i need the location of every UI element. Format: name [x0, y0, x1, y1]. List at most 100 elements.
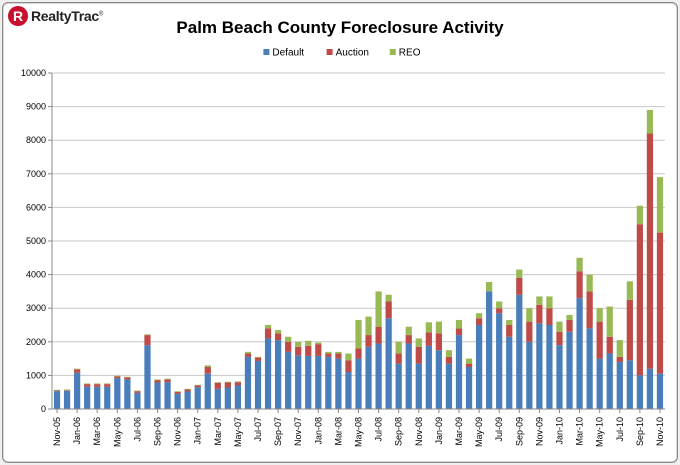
y-tick-label: 0	[41, 404, 46, 414]
bar-auction-apr-07	[224, 382, 231, 388]
bar-auction-jan-06	[74, 369, 81, 373]
bar-reo-apr-09	[465, 358, 473, 364]
y-tick-label: 6000	[26, 202, 46, 212]
legend-label-auction: Auction	[336, 48, 369, 59]
bar-auction-nov-05	[53, 390, 61, 392]
bar-default-nov-05	[53, 391, 61, 409]
bar-reo-dec-05	[63, 389, 71, 391]
x-tick-label: Jul-09	[494, 417, 504, 442]
bar-default-aug-09	[506, 336, 513, 409]
x-tick-label: Sep-09	[514, 417, 524, 446]
bar-auction-feb-06	[84, 384, 91, 387]
bar-reo-nov-10	[656, 177, 664, 233]
bar-reo-mar-08	[335, 351, 342, 354]
bar-default-jun-10	[606, 353, 613, 409]
x-tick-label: May-07	[233, 417, 243, 447]
bar-default-jan-10	[556, 345, 563, 409]
bar-default-jan-09	[435, 350, 443, 409]
bar-default-jan-06	[74, 372, 81, 409]
bar-auction-jan-09	[435, 333, 443, 351]
bar-default-mar-09	[455, 335, 463, 409]
bar-reo-sep-07	[274, 330, 282, 334]
bar-auction-aug-10	[626, 299, 633, 361]
bar-default-feb-10	[566, 331, 573, 409]
bar-auction-oct-07	[285, 341, 292, 352]
bar-reo-oct-08	[405, 326, 412, 336]
y-tick-label: 10000	[21, 68, 46, 78]
bar-reo-oct-10	[646, 109, 654, 134]
bar-reo-aug-10	[626, 281, 633, 300]
x-tick-label: May-10	[595, 417, 605, 447]
bar-auction-apr-10	[586, 291, 593, 329]
bar-reo-nov-09	[536, 296, 543, 305]
legend-label-reo: REO	[399, 48, 421, 59]
bar-auction-sep-06	[154, 380, 161, 383]
legend-swatch-auction	[326, 49, 333, 55]
bar-auction-aug-07	[264, 328, 272, 339]
bar-auction-nov-08	[415, 346, 422, 364]
bar-default-aug-08	[385, 318, 392, 409]
bar-default-jul-07	[254, 360, 262, 409]
bar-reo-aug-07	[264, 325, 272, 329]
y-tick-label: 9000	[26, 102, 46, 112]
bar-default-sep-09	[516, 294, 523, 409]
bar-reo-sep-09	[516, 269, 523, 278]
bar-auction-may-07	[234, 382, 242, 386]
bar-auction-sep-09	[516, 277, 523, 295]
chart-legend: Default Auction REO	[263, 48, 421, 59]
bar-default-jul-06	[134, 392, 141, 409]
x-tick-label: Nov-07	[293, 417, 303, 446]
chart-bars	[53, 109, 664, 409]
bar-reo-apr-08	[345, 353, 352, 361]
bar-default-mar-06	[94, 386, 101, 409]
bar-default-feb-08	[325, 356, 332, 409]
bar-reo-jan-06	[74, 368, 81, 370]
x-tick-label: Nov-05	[52, 417, 62, 446]
bar-auction-may-08	[355, 348, 362, 359]
bar-reo-sep-10	[636, 205, 643, 225]
bar-auction-jun-07	[244, 353, 252, 357]
legend-label-default: Default	[272, 48, 304, 59]
bar-auction-may-09	[475, 318, 483, 325]
bar-default-oct-08	[405, 343, 412, 409]
bar-auction-apr-06	[104, 384, 111, 387]
chart-title: Palm Beach County Foreclosure Activity	[176, 18, 504, 37]
bar-default-may-07	[234, 385, 242, 409]
bar-default-may-09	[475, 325, 483, 409]
bar-reo-dec-07	[305, 340, 312, 346]
bar-default-jun-07	[244, 356, 252, 409]
bar-reo-jan-10	[556, 321, 563, 332]
bar-default-nov-07	[295, 355, 302, 409]
bar-auction-oct-10	[646, 133, 654, 369]
bar-auction-oct-08	[405, 335, 412, 344]
bar-reo-nov-06	[174, 391, 181, 392]
bar-auction-mar-08	[335, 353, 342, 359]
y-tick-label: 4000	[26, 270, 46, 280]
x-tick-label: Sep-06	[153, 417, 163, 446]
bar-default-jun-09	[486, 291, 493, 409]
bar-reo-mar-09	[455, 319, 463, 329]
bar-auction-jul-10	[616, 356, 623, 362]
bar-default-sep-08	[395, 363, 402, 409]
bar-auction-dec-08	[425, 332, 432, 346]
bar-auction-aug-06	[144, 335, 151, 346]
bar-default-oct-06	[164, 382, 171, 409]
bar-reo-aug-06	[144, 334, 151, 336]
bar-default-jan-08	[315, 355, 322, 409]
legend-swatch-reo	[389, 49, 396, 55]
x-tick-label: Jan-08	[313, 417, 323, 445]
bar-reo-jun-06	[124, 376, 131, 378]
bar-reo-jul-10	[616, 340, 623, 357]
bar-default-oct-09	[526, 341, 533, 409]
bar-auction-aug-09	[506, 325, 513, 337]
x-tick-label: May-06	[112, 417, 122, 447]
bar-reo-oct-06	[164, 378, 171, 380]
bar-reo-nov-07	[295, 341, 302, 347]
bar-default-mar-08	[335, 358, 342, 409]
bar-default-aug-06	[144, 345, 151, 409]
bar-auction-jan-10	[556, 331, 563, 346]
bar-reo-mar-07	[214, 382, 221, 383]
bar-reo-aug-08	[385, 294, 392, 302]
bar-reo-mar-06	[94, 383, 101, 385]
bar-default-apr-09	[465, 367, 473, 409]
